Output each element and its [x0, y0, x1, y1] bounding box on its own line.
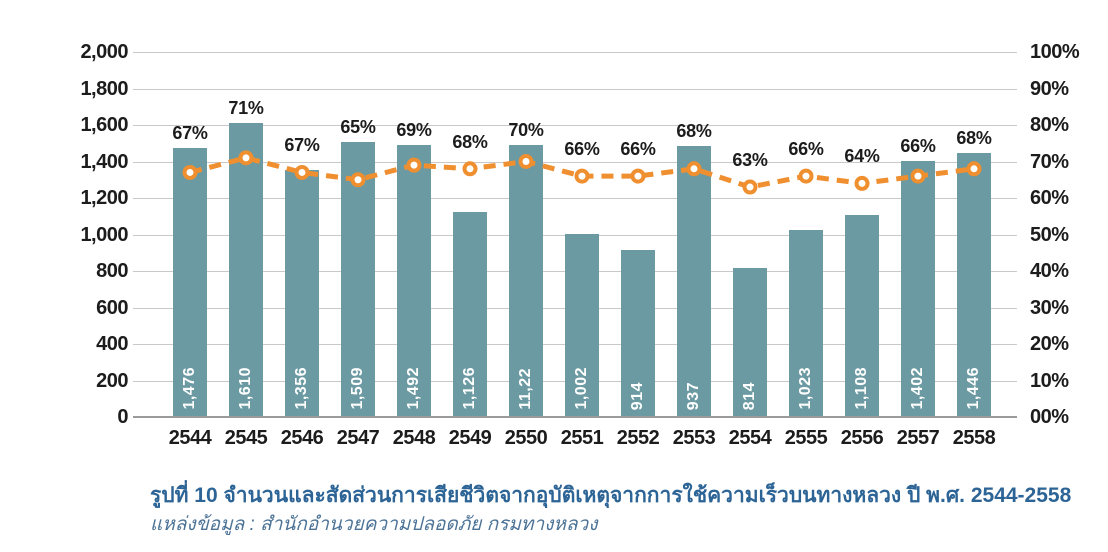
gridline	[133, 198, 1017, 199]
x-axis-label-2550: 2550	[504, 427, 548, 449]
line-marker-2545	[238, 150, 254, 166]
bar-2551: 1,002	[565, 234, 599, 417]
x-axis-label-2551: 2551	[560, 427, 604, 449]
bar-2546: 1,356	[285, 169, 319, 417]
percent-label-2546: 67%	[284, 135, 320, 156]
left-axis-tick-label: 1,200	[80, 187, 128, 209]
percent-label-2557: 66%	[900, 136, 936, 157]
left-axis-tick-label: 600	[96, 296, 128, 319]
left-axis-tick-label: 1,600	[80, 114, 128, 136]
left-axis-tick-label: 400	[96, 333, 128, 355]
line-marker-2551	[574, 168, 590, 184]
bar-2554: 814	[733, 268, 767, 417]
line-marker-2546	[294, 164, 310, 180]
right-axis-tick-label: 40%	[1030, 260, 1069, 282]
left-axis-tick-label: 1,000	[80, 223, 128, 246]
x-axis-label-2544: 2544	[168, 427, 212, 449]
percent-label-2545: 71%	[228, 98, 264, 119]
x-axis-label-2558: 2558	[952, 427, 996, 449]
line-marker-2550	[518, 154, 534, 169]
line-marker-2558	[966, 161, 982, 177]
gridline	[133, 52, 1017, 53]
chart-title: รูปที่ 10 จำนวนและสัดส่วนการเสียชีวิตจาก…	[150, 484, 1072, 507]
percent-label-2552: 66%	[620, 139, 656, 160]
percent-label-2555: 66%	[788, 139, 824, 160]
x-axis-label-2549: 2549	[448, 427, 492, 449]
bar-2557: 1,402	[901, 161, 935, 417]
percent-label-2554: 63%	[732, 150, 768, 171]
chart-source: แหล่งข้อมูล : สำนักอำนวยความปลอดภัย กรมท…	[150, 514, 598, 535]
gridline	[133, 125, 1017, 126]
bar-2555: 1,023	[789, 230, 823, 417]
percent-label-2550: 70%	[508, 120, 544, 141]
bar-2553: 937	[677, 146, 711, 417]
left-axis-tick-label: 2,000	[80, 41, 128, 63]
percent-label-2558: 68%	[956, 128, 992, 149]
gridline	[133, 161, 1017, 163]
line-marker-2549	[462, 161, 478, 177]
right-axis-tick-label: 20%	[1030, 333, 1069, 355]
x-axis-label-2556: 2556	[840, 427, 884, 449]
right-axis-tick-label: 60%	[1030, 187, 1069, 209]
line-marker-2556	[854, 175, 870, 191]
left-axis-tick-label: 1,400	[80, 150, 128, 173]
percent-label-2556: 64%	[844, 146, 880, 167]
line-marker-2554	[742, 179, 758, 195]
line-marker-2557	[910, 168, 926, 184]
left-axis-tick-label: 1,800	[80, 77, 128, 100]
bar-2544: 1,476	[173, 147, 207, 417]
line-marker-2552	[630, 168, 646, 184]
percent-label-2551: 66%	[564, 139, 600, 160]
percent-label-2553: 68%	[676, 120, 712, 141]
percent-label-2548: 69%	[396, 119, 432, 140]
line-marker-2553	[686, 161, 702, 177]
bar-2558: 1,446	[957, 153, 991, 417]
percent-label-2544: 67%	[172, 122, 208, 143]
right-axis-tick-label: 10%	[1030, 369, 1069, 392]
left-axis-tick-label: 200	[96, 369, 128, 392]
x-axis-label-2552: 2552	[616, 427, 660, 449]
right-axis-tick-label: 80%	[1030, 114, 1069, 136]
right-axis-tick-label: 100%	[1030, 41, 1080, 63]
x-axis-label-2555: 2555	[784, 427, 828, 449]
x-axis-baseline	[133, 416, 1017, 418]
gridline	[133, 88, 1017, 90]
x-axis-label-2547: 2547	[336, 427, 380, 449]
x-axis-label-2557: 2557	[896, 427, 940, 449]
right-axis-tick-label: 30%	[1030, 296, 1069, 319]
right-axis-tick-label: 50%	[1030, 223, 1069, 246]
percent-label-2547: 65%	[340, 116, 376, 137]
line-marker-2555	[798, 168, 814, 184]
trend-line-layer	[182, 150, 982, 195]
bar-2550: 11,22	[509, 145, 543, 417]
bar-2545: 1,610	[229, 123, 263, 417]
line-marker-2548	[406, 157, 422, 173]
line-marker-2544	[182, 164, 198, 180]
left-axis-tick-label: 0	[117, 406, 128, 428]
plot-area: 1,476 1,610 1,356 1,509 1,492 1,126 11,22 1,002…	[133, 52, 1017, 418]
bar-2549: 1,126	[453, 211, 487, 417]
x-axis-label-2546: 2546	[280, 427, 324, 449]
x-axis-label-2553: 2553	[672, 427, 716, 449]
line-marker-2547	[350, 172, 366, 188]
bar-2548: 1,492	[397, 144, 431, 417]
x-axis-label-2545: 2545	[224, 427, 268, 449]
right-axis-tick-label: 90%	[1030, 77, 1069, 100]
left-axis-tick-label: 800	[96, 260, 128, 282]
percent-label-2549: 68%	[452, 131, 488, 152]
bar-2556: 1,108	[845, 214, 879, 417]
x-axis-label-2548: 2548	[392, 427, 436, 449]
right-axis-tick-label: 70%	[1030, 150, 1069, 173]
bar-2547: 1,509	[341, 141, 375, 417]
bar-2552: 914	[621, 250, 655, 417]
x-axis-label-2554: 2554	[728, 427, 772, 449]
right-axis-tick-label: 00%	[1030, 406, 1069, 428]
